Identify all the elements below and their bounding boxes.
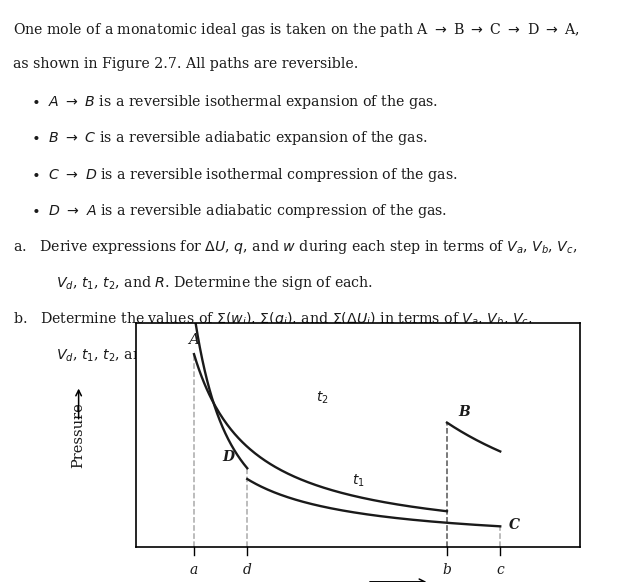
Text: $\bullet$  $\mathit{B}$ $\rightarrow$ $\mathit{C}$ is a reversible adiabatic exp: $\bullet$ $\mathit{B}$ $\rightarrow$ $\m… [31,130,428,147]
Text: $\mathit{V_d}$, $\mathit{t_1}$, $\mathit{t_2}$, and $\mathit{R}$. Determine the : $\mathit{V_d}$, $\mathit{t_1}$, $\mathit… [56,274,373,292]
Text: $\bullet$  $\mathit{A}$ $\rightarrow$ $\mathit{B}$ is a reversible isothermal ex: $\bullet$ $\mathit{A}$ $\rightarrow$ $\m… [31,93,438,111]
Text: $\bullet$  $\mathit{D}$ $\rightarrow$ $\mathit{A}$ is a reversible adiabatic com: $\bullet$ $\mathit{D}$ $\rightarrow$ $\m… [31,202,447,220]
Text: as shown in Figure 2.7. All paths are reversible.: as shown in Figure 2.7. All paths are re… [13,57,358,71]
Text: a.   Derive expressions for $\Delta\mathit{U}$, $\mathit{q}$, and $\mathit{w}$ d: a. Derive expressions for $\Delta\mathit… [13,238,577,256]
Text: A: A [188,333,200,347]
Text: $\bullet$  $\mathit{C}$ $\rightarrow$ $\mathit{D}$ is a reversible isothermal co: $\bullet$ $\mathit{C}$ $\rightarrow$ $\m… [31,166,458,184]
Text: B: B [458,406,470,420]
Text: b.   Determine the values of $\Sigma(\mathit{w_i})$, $\Sigma(\mathit{q_i})$, and: b. Determine the values of $\Sigma(\math… [13,310,533,328]
Text: $t_1$: $t_1$ [352,473,365,489]
Text: d: d [243,563,252,577]
Text: One mole of a monatomic ideal gas is taken on the path A $\rightarrow$ B $\right: One mole of a monatomic ideal gas is tak… [13,21,579,39]
Text: $\mathit{V_d}$, $\mathit{t_1}$, $\mathit{t_2}$, and $\mathit{R}$. Determine the : $\mathit{V_d}$, $\mathit{t_1}$, $\mathit… [56,346,373,364]
Text: b: b [443,563,451,577]
Text: a: a [190,563,198,577]
Text: c: c [496,563,504,577]
Text: D: D [222,450,234,464]
Text: Pressure: Pressure [72,402,86,468]
Text: $t_2$: $t_2$ [316,389,329,406]
Text: C: C [509,519,520,533]
